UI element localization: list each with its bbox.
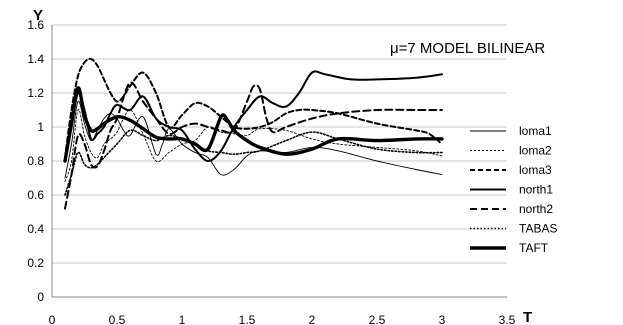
x-axis-title: T (523, 309, 532, 325)
legend-label-loma1: loma1 (519, 124, 552, 138)
x-tick-label: 3 (439, 313, 446, 325)
x-tick-label: 1.5 (239, 313, 256, 325)
y-tick-label: 1.4 (27, 52, 44, 66)
legend-label-loma3: loma3 (519, 163, 552, 177)
y-tick-label: 0.6 (27, 188, 44, 202)
y-axis-title: Y (33, 7, 43, 24)
gridlines (52, 24, 507, 264)
legend-label-taft: TAFT (519, 241, 549, 255)
legend-label-north1: north1 (519, 183, 553, 197)
series-line-taft (63, 86, 444, 163)
y-tick-label: 0 (37, 290, 44, 304)
y-tick-label: 1.6 (27, 18, 44, 32)
x-tick-label: 1 (179, 313, 186, 325)
y-tick-label: 0.8 (27, 154, 44, 168)
series-line-loma2 (64, 109, 443, 182)
legend-label-loma2: loma2 (519, 144, 552, 158)
series-lines (63, 57, 444, 210)
x-tick-label: 0.5 (109, 313, 126, 325)
y-tick-label: 0.2 (27, 256, 44, 270)
series-line-loma3 (64, 57, 443, 159)
legend: loma1 loma2 loma3 north1 north2 TABAS TAFT (470, 124, 557, 255)
series-line-north1 (64, 70, 443, 162)
legend-label-north2: north2 (519, 202, 553, 216)
y-tick-label: 0.4 (27, 222, 44, 236)
y-tick-labels: 0 0.2 0.4 0.6 0.8 1 1.2 1.4 1.6 (27, 18, 44, 304)
x-tick-label: 0 (49, 313, 56, 325)
y-tick-label: 1 (37, 120, 44, 134)
chart-annotation: μ=7 MODEL BILINEAR (390, 40, 545, 57)
axes (51, 25, 507, 298)
series-line-north2 (64, 81, 443, 210)
x-tick-label: 2.5 (369, 313, 386, 325)
y-tick-label: 1.2 (27, 86, 44, 100)
legend-label-tabas: TABAS (519, 222, 557, 236)
x-tick-labels: 0 0.5 1 1.5 2 2.5 3 3.5 (49, 313, 516, 325)
x-tick-label: 2 (309, 313, 316, 325)
x-tick-label: 3.5 (499, 313, 516, 325)
